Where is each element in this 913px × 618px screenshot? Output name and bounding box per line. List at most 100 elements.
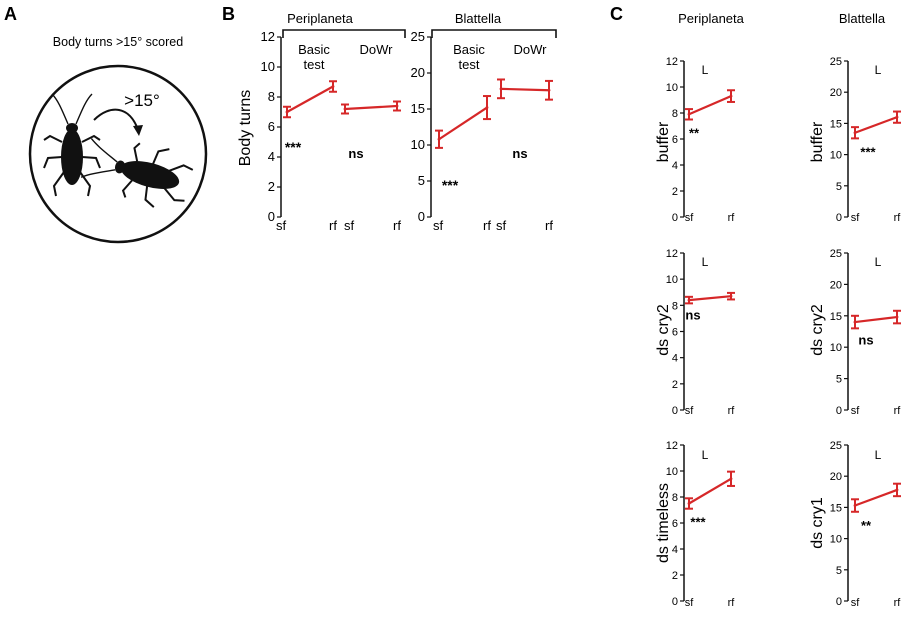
y-tick-label: 2 [672,379,678,391]
data-point-0-0-1 [331,85,335,88]
significance-label: *** [860,144,876,159]
y-tick-label: 4 [672,160,678,172]
data-point-0-1-0 [343,107,347,111]
data-point-0-1-1 [395,104,399,108]
data-point-3-1 [895,115,899,119]
x-tick-label: sf [851,405,861,417]
y-tick-label: 10 [666,466,678,478]
significance-label: ns [858,332,873,347]
dowr-label-periplaneta: DoWr [360,42,394,57]
x-tick-label: sf [344,218,355,233]
series-line-3 [854,116,898,134]
y-tick-label: 0 [268,209,275,224]
y-tick-label: 20 [830,87,842,99]
y-tick-label: 25 [830,248,842,260]
series-line-7 [854,488,898,507]
cockroach-turned-icon [80,138,194,208]
x-tick-label: sf [685,597,695,609]
y-tick-label: 5 [418,173,425,188]
species-label-c-blattella: Blattella [839,11,886,26]
y-tick-label: 0 [836,212,842,224]
x-tick-label: sf [851,597,861,609]
y-tick-label: 25 [830,56,842,68]
y-axis-label: ds cry2 [655,304,672,356]
y-tick-label: 6 [672,518,678,530]
letter-label: L [702,63,709,77]
series-line-1-0 [438,106,488,141]
significance-label: ** [861,518,872,533]
y-tick-label: 8 [672,492,678,504]
x-tick-label: rf [329,218,337,233]
arena-circle [28,64,208,244]
series-line-4 [688,295,732,302]
y-tick-label: 0 [418,209,425,224]
x-tick-label: rf [894,212,902,224]
species-label-c-periplaneta: Periplaneta [678,11,745,26]
y-tick-label: 10 [261,59,275,74]
panel-c: C Periplaneta Blattella [610,4,886,26]
y-axis-label: ds cry2 [809,304,826,356]
y-tick-label: 25 [411,29,425,44]
y-tick-label: 10 [830,150,842,162]
x-tick-label: rf [483,218,491,233]
y-tick-label: 0 [672,212,678,224]
x-tick-label: rf [894,597,902,609]
y-tick-label: 5 [836,181,842,193]
y-axis-label: ds cry1 [809,497,826,549]
y-tick-label: 0 [836,596,842,608]
y-tick-label: 6 [672,134,678,146]
y-tick-label: 2 [672,186,678,198]
data-point-7-1 [895,488,899,492]
chart-c-7: 0 2 4 6 8 10 12 sf rf Lds timeless *** [655,440,735,609]
series-line-5 [854,315,898,324]
y-tick-label: 15 [830,118,842,130]
x-tick-label: sf [496,218,507,233]
x-tick-label: rf [545,218,553,233]
data-point-2-0 [687,112,691,116]
y-tick-label: 15 [830,311,842,323]
series-line-2 [688,95,732,116]
y-tick-label: 2 [268,179,275,194]
data-point-4-1 [729,294,733,298]
y-tick-label: 25 [830,440,842,452]
x-tick-label: rf [728,405,736,417]
y-tick-label: 5 [836,374,842,386]
x-tick-label: sf [685,212,695,224]
panel-a-title: Body turns >15° scored [53,35,183,49]
letter-label: L [875,255,882,269]
significance-label: *** [442,177,459,193]
x-tick-label: rf [728,212,736,224]
dowr-label-blattella: DoWr [514,42,548,57]
panel-a-letter: A [4,4,17,24]
chart-c-6: 0 5 10 15 20 25 sf rf Lds cry2 ns [809,248,901,417]
y-tick-label: 15 [411,101,425,116]
letter-label: L [875,63,882,77]
letter-label: L [875,448,882,462]
data-point-6-1 [729,477,733,481]
significance-label: ns [512,146,527,161]
data-point-5-1 [895,315,899,319]
y-tick-label: 6 [268,119,275,134]
angle-label: >15° [124,91,160,110]
panel-b-letter: B [222,4,235,24]
series-line-0-1 [344,104,398,111]
data-point-2-1 [729,94,733,98]
basic-label-line1-blattella: Basic [453,42,485,57]
species-label-periplaneta: Periplaneta [287,11,354,26]
series-line-0-0 [286,85,334,113]
basic-label-line2-blattella: test [459,57,480,72]
data-point-1-1-0 [499,87,503,91]
significance-label: *** [285,139,302,155]
x-tick-label: rf [393,218,401,233]
bracket-periplaneta [282,29,406,38]
y-tick-label: 0 [672,405,678,417]
data-point-1-0-1 [485,106,489,109]
y-tick-label: 6 [672,327,678,339]
data-point-5-0 [853,320,857,324]
series-line-6 [688,477,732,505]
